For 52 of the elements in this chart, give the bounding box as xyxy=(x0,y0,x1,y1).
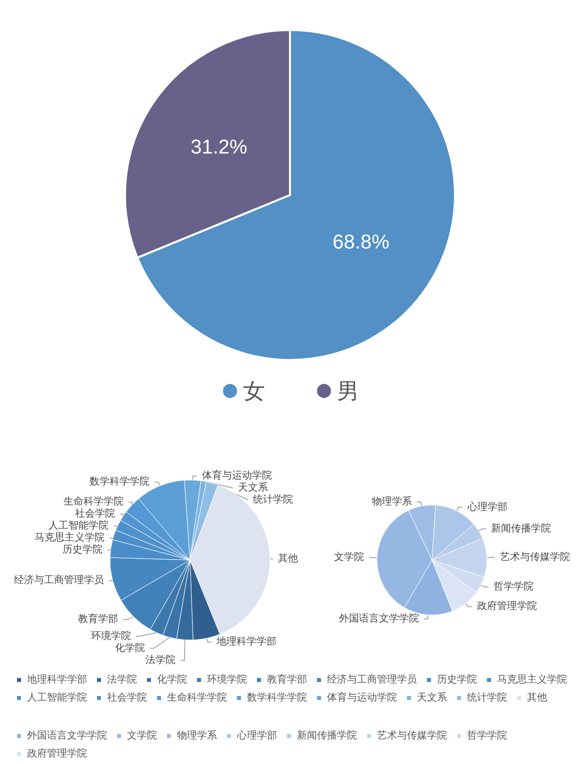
legend-label: 艺术与传媒学院 xyxy=(377,730,447,742)
legend-label: 历史学院 xyxy=(437,674,477,686)
legend-label: 物理学系 xyxy=(177,730,217,742)
legend-label: 心理学部 xyxy=(236,730,277,742)
category-label: 化学院 xyxy=(115,642,146,654)
slice-label: 人工智能学院 xyxy=(48,520,109,532)
legend-label: 外国语言文学学院 xyxy=(27,730,107,742)
legend-label: 数学科学学院 xyxy=(247,692,307,704)
legend-label: 法学院 xyxy=(107,674,137,686)
slice-label: 地理科学学部 xyxy=(216,636,277,648)
legend-label: 环境学院 xyxy=(207,674,247,686)
category-label: 生命科学学院 xyxy=(64,496,124,508)
slice-label: 经济与工商管理学员 xyxy=(14,574,104,586)
slice-label: 艺术与传媒学院 xyxy=(500,550,570,563)
legend-label: 生命科学学院 xyxy=(167,692,227,704)
legend-label: 经济与工商管理学员 xyxy=(327,674,417,686)
data-label: 31.2% xyxy=(190,136,248,158)
slice-label: 统计学院 xyxy=(253,494,294,506)
legend-label: 其他 xyxy=(527,692,547,704)
legend-label: 政府管理学院 xyxy=(27,748,87,760)
legend-label: 文学院 xyxy=(127,730,157,742)
legend-label: 人工智能学院 xyxy=(27,692,87,704)
legend-label: 社会学院 xyxy=(107,692,147,704)
slice-label: 体育与运动学院 xyxy=(202,470,272,482)
slice-label: 其他 xyxy=(278,552,298,564)
legend-label: 哲学学院 xyxy=(467,730,507,742)
legend-label: 天文系 xyxy=(417,692,447,704)
slice-label: 政府管理学院 xyxy=(477,600,538,612)
slice-label: 新闻传播学院 xyxy=(491,522,552,534)
slice-label: 数学科学学院 xyxy=(90,476,150,488)
legend-label: 新闻传播学院 xyxy=(297,730,357,742)
legend-label: 女 xyxy=(243,378,265,404)
slice-label: 哲学学院 xyxy=(493,580,534,592)
legend-label: 统计学院 xyxy=(467,692,507,704)
legend-label: 体育与运动学院 xyxy=(327,692,397,704)
legend-label: 地理科学学部 xyxy=(26,674,87,686)
legend-label: 化学院 xyxy=(157,674,187,686)
category-label: 历史学院 xyxy=(62,544,103,556)
slice-label: 马克思主义学院 xyxy=(34,532,105,544)
data-label: 68.8% xyxy=(332,232,390,254)
slice-label: 物理学系 xyxy=(372,496,412,508)
legend-label: 男 xyxy=(337,378,359,404)
slice-label: 教育学部 xyxy=(78,613,118,626)
legend-label: 教育学部 xyxy=(267,674,307,686)
slice-label: 社会学院 xyxy=(74,508,115,520)
slice-label: 法学院 xyxy=(146,654,176,666)
slice-label: 外国语言文学学院 xyxy=(338,612,419,624)
category-label: 环境学院 xyxy=(90,630,131,642)
slice-label: 文学院 xyxy=(334,551,364,564)
slice-label: 天文系 xyxy=(238,482,268,494)
legend-label: 马克思主义学院 xyxy=(497,674,567,686)
slice-label: 心理学部 xyxy=(466,500,508,513)
